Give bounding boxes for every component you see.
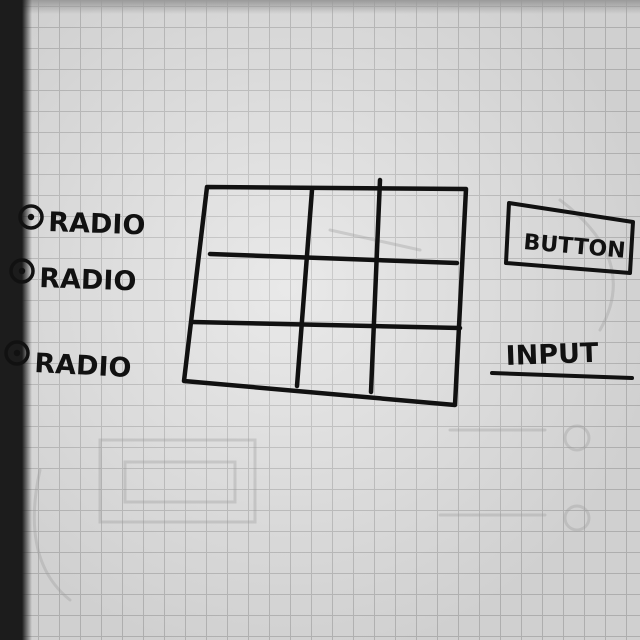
radio-option-2[interactable]: RADIO	[9, 258, 137, 297]
button-sketch[interactable]: BUTTON	[504, 201, 635, 275]
radio-button-icon	[4, 340, 30, 366]
radio-group: RADIO RADIO RADIO	[4, 204, 146, 384]
table-outer-border	[181, 184, 469, 408]
table-column-divider-2	[368, 177, 383, 395]
radio-button-icon	[9, 258, 35, 284]
paper-top-edge	[0, 0, 640, 14]
button-label: BUTTON	[522, 230, 626, 264]
button-outline	[504, 201, 635, 275]
radio-option-3-label: RADIO	[34, 348, 133, 384]
radio-button-icon	[18, 204, 44, 230]
data-table-sketch	[181, 177, 469, 408]
table-column-divider-1	[294, 187, 315, 389]
radio-dot-icon	[18, 267, 26, 275]
table-row-divider-2	[189, 319, 463, 331]
radio-option-2-label: RADIO	[39, 263, 137, 297]
radio-dot-icon	[27, 213, 35, 221]
table-row-divider-1	[207, 251, 460, 266]
radio-option-3[interactable]: RADIO	[4, 340, 133, 384]
input-label: INPUT	[505, 338, 599, 372]
radio-option-1[interactable]: RADIO	[18, 204, 146, 241]
radio-dot-icon	[13, 349, 21, 357]
paper-left-edge	[0, 0, 32, 640]
input-sketch[interactable]: INPUT	[490, 338, 634, 380]
radio-option-1-label: RADIO	[48, 207, 146, 241]
input-underline	[490, 371, 634, 380]
